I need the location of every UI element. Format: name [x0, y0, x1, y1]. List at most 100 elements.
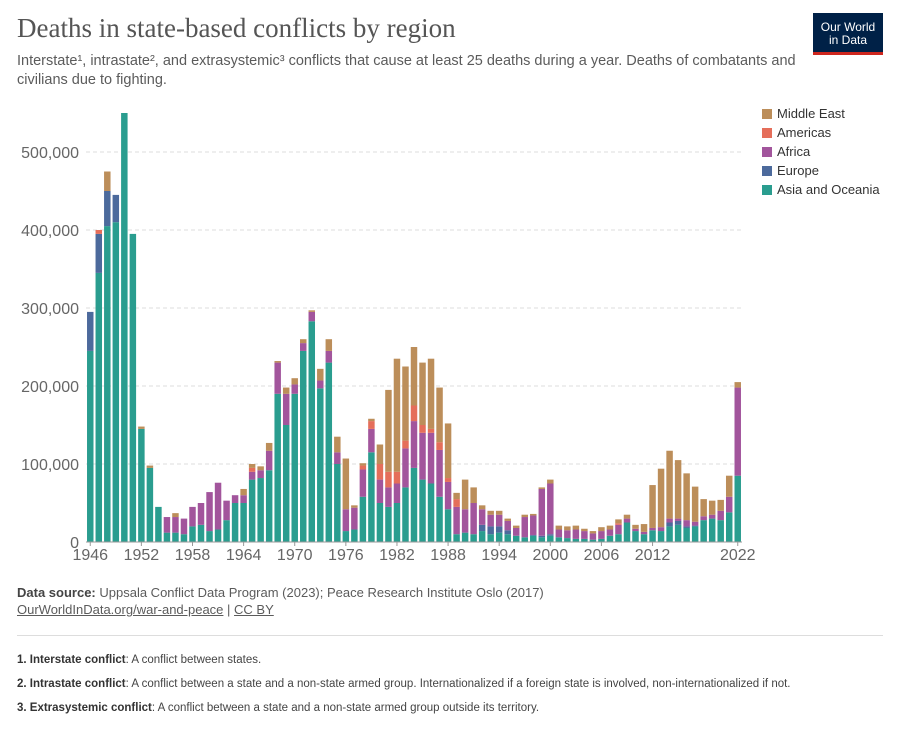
bar-segment: [393, 358, 401, 472]
bar-segment: [95, 230, 103, 234]
x-tick-label: 1958: [175, 547, 211, 564]
bar-segment: [419, 479, 426, 542]
bar-segment: [427, 432, 435, 484]
bar-segment: [240, 503, 247, 542]
bar-segment: [419, 362, 426, 425]
x-tick-label: 1988: [430, 547, 466, 564]
bar-segment: [95, 272, 103, 542]
bar-segment: [700, 516, 707, 521]
bar-segment: [172, 517, 179, 533]
footnote-3-text: : A conflict between a state and a non-s…: [151, 702, 540, 714]
bar-segment: [419, 425, 426, 433]
x-tick-label: 1946: [72, 547, 108, 564]
bar-segment: [487, 514, 494, 527]
bar-segment: [572, 538, 580, 542]
bar-segment: [623, 518, 631, 523]
bar-segment: [581, 538, 588, 542]
legend-item[interactable]: Europe: [762, 161, 880, 180]
owid-logo[interactable]: Our World in Data: [813, 13, 883, 55]
bar-segment: [376, 503, 384, 542]
bar-segment: [547, 535, 554, 542]
bar-segment: [564, 538, 571, 542]
bar-segment: [427, 483, 435, 542]
stacked-bar-chart: 0 100,000 200,000 300,000 400,000 500,000 1946…: [21, 113, 756, 564]
bar-segment: [598, 538, 605, 542]
bar-segment: [393, 483, 401, 503]
bar-segment: [129, 233, 137, 542]
x-tick-label: 1970: [277, 547, 313, 564]
bar-segment: [487, 534, 494, 542]
bar-segment: [555, 525, 563, 530]
bar-segment: [674, 520, 682, 525]
bar-segment: [342, 531, 350, 542]
bar-segment: [623, 514, 631, 519]
bar-segment: [172, 513, 179, 518]
license-link[interactable]: CC BY: [234, 602, 274, 617]
bar-segment: [547, 479, 554, 484]
bar-segment: [581, 531, 588, 539]
legend-item[interactable]: Middle East: [762, 104, 880, 123]
bar-segment: [487, 510, 494, 515]
bar-segment: [402, 440, 409, 449]
bar-segment: [163, 517, 171, 533]
bar-segment: [206, 531, 213, 542]
legend-item[interactable]: Americas: [762, 123, 880, 142]
bar-segment: [547, 534, 554, 536]
y-tick-label: 500,000: [21, 145, 79, 162]
legend-label: Americas: [777, 125, 832, 140]
bar-segment: [615, 519, 622, 524]
x-tick-label: 1976: [328, 547, 364, 564]
bar-segment: [589, 533, 597, 540]
bar-segment: [146, 467, 154, 542]
bar-segment: [691, 525, 699, 527]
legend-item[interactable]: Africa: [762, 142, 880, 161]
bar-segment: [376, 479, 384, 503]
bar-segment: [521, 537, 528, 542]
bar-segment: [138, 428, 145, 542]
bar-segment: [87, 350, 94, 542]
bar-segment: [206, 492, 213, 532]
bar-segment: [521, 517, 528, 538]
bar-segment: [325, 350, 333, 363]
footnotes: 1. Interstate conflict : A conflict betwe…: [17, 653, 791, 725]
bar-segment: [231, 503, 239, 542]
bar-segment: [368, 428, 375, 453]
bar-segment: [248, 479, 256, 542]
bar-segment: [717, 520, 724, 542]
bar-segment: [359, 463, 367, 466]
bar-segment: [538, 537, 546, 542]
footnote-2-label: 2. Intrastate conflict: [17, 678, 126, 690]
bar-segment: [376, 464, 384, 480]
bar-segment: [444, 423, 452, 479]
bar-segment: [589, 531, 597, 534]
bar-segment: [666, 526, 673, 542]
bar-segment: [300, 339, 307, 344]
bar-segment: [555, 537, 563, 542]
owid-link[interactable]: OurWorldInData.org/war-and-peace: [17, 602, 224, 617]
legend-item[interactable]: Asia and Oceania: [762, 180, 880, 199]
legend-label: Europe: [777, 163, 819, 178]
footnote-1: 1. Interstate conflict: A conflict betwe…: [17, 653, 791, 677]
bar-segment: [436, 442, 443, 450]
bar-segment: [248, 471, 256, 480]
bar-segment: [691, 526, 699, 542]
legend-label: Africa: [777, 144, 811, 159]
bar-segment: [189, 526, 196, 542]
bar-segment: [623, 522, 631, 542]
bar-segment: [683, 520, 690, 527]
bar-segment: [385, 506, 392, 542]
bar-segment: [257, 466, 264, 471]
bar-segment: [581, 528, 588, 532]
bar-segment: [453, 492, 460, 500]
bar-segment: [734, 475, 741, 542]
legend-swatch: [762, 108, 772, 119]
bar-segment: [717, 510, 724, 521]
bar-segment: [180, 518, 188, 535]
bar-segment: [649, 530, 656, 542]
bar-segment: [572, 525, 580, 530]
bar-segment: [512, 535, 520, 542]
footnote-1-label: 1. Interstate conflict: [17, 654, 126, 666]
bar-segment: [734, 387, 741, 476]
bar-segment: [478, 531, 486, 542]
bar-segment: [615, 524, 622, 535]
